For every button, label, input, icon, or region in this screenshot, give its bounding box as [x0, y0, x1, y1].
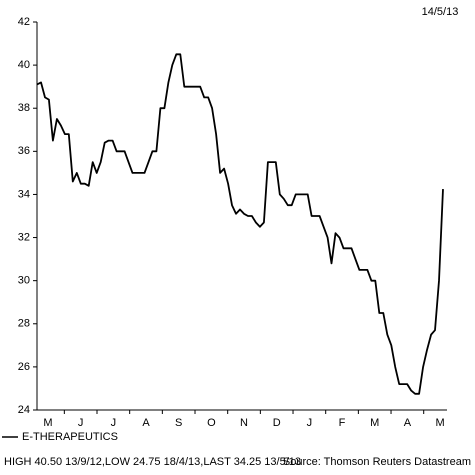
y-tick-label: 38 [18, 102, 30, 114]
legend-label: E-THERAPEUTICS [22, 431, 118, 443]
y-tick-label: 28 [18, 318, 30, 330]
x-tick-label: M [370, 417, 379, 429]
x-tick-label: N [240, 417, 248, 429]
y-tick-label: 36 [18, 145, 30, 157]
x-tick-label: A [404, 417, 412, 429]
y-tick-label: 24 [18, 404, 30, 416]
x-tick-label: J [307, 417, 313, 429]
x-tick-label: S [175, 417, 182, 429]
x-tick-label: M [43, 417, 52, 429]
x-tick-label: J [78, 417, 84, 429]
chart-date: 14/5/13 [422, 6, 459, 18]
y-tick-label: 32 [18, 231, 30, 243]
footnote: HIGH 40.50 13/9/12,LOW 24.75 18/4/13,LAS… [4, 456, 301, 468]
x-tick-label: F [339, 417, 346, 429]
y-tick-label: 30 [18, 275, 30, 287]
x-tick-label: O [207, 417, 216, 429]
y-tick-label: 40 [18, 59, 30, 71]
x-tick-label: A [142, 417, 150, 429]
price-line [36, 53, 444, 395]
x-tick-label: D [273, 417, 281, 429]
x-tick-label: J [111, 417, 117, 429]
x-tick-label: M [435, 417, 444, 429]
y-tick-label: 34 [18, 188, 30, 200]
y-tick-label: 26 [18, 361, 30, 373]
source: Source: Thomson Reuters Datastream [283, 456, 471, 468]
y-tick-label: 42 [18, 16, 30, 28]
